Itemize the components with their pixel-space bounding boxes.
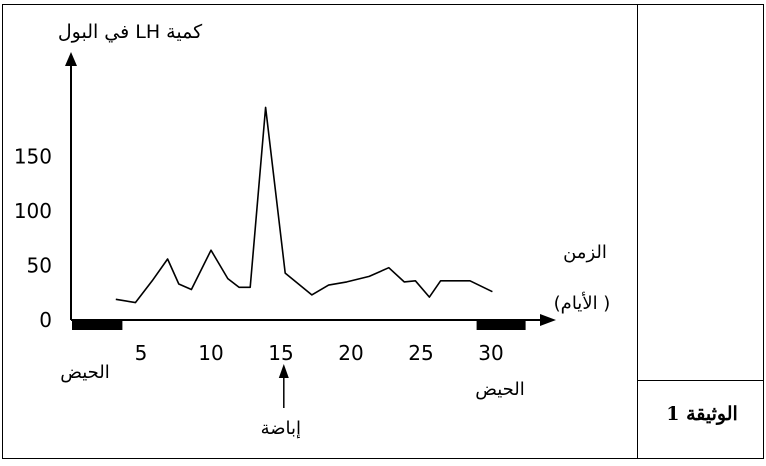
menstruation-bars (72, 321, 526, 330)
menstruation-label-end: الحيض (475, 379, 525, 400)
y-tick-label: 0 (39, 308, 52, 332)
y-axis-arrowhead (65, 52, 77, 66)
x-tick-label: 25 (408, 341, 433, 365)
y-tick-label: 50 (27, 254, 52, 278)
ovulation-label: إباضة (261, 418, 301, 439)
ovulation-arrow (278, 364, 289, 408)
x-axis-label-days: ( الأيام) (554, 292, 611, 314)
menstruation-label-start: الحيض (60, 362, 110, 383)
document-label: الوثيقة 1 (666, 403, 738, 425)
y-axis-label: كمية LH في البول (58, 21, 203, 43)
y-tick-group: 0 50 100 150 (14, 145, 52, 333)
x-axis-arrowhead (540, 314, 556, 326)
x-tick-label: 5 (135, 341, 148, 365)
y-tick-label: 100 (14, 199, 52, 223)
x-axis-label-time: الزمن (563, 242, 607, 263)
x-tick-label: 10 (198, 341, 223, 365)
x-tick-label: 15 (268, 341, 293, 365)
x-tick-group: 5 10 15 20 25 30 (135, 341, 504, 365)
menstruation-bar (72, 321, 123, 330)
x-tick-label: 30 (478, 341, 503, 365)
menstruation-bar (476, 321, 526, 330)
outer-border (2, 4, 764, 459)
lh-series-line (115, 106, 493, 304)
ovulation-arrow-head (278, 364, 289, 378)
y-tick-label: 150 (14, 145, 52, 169)
x-tick-label: 20 (338, 341, 363, 365)
